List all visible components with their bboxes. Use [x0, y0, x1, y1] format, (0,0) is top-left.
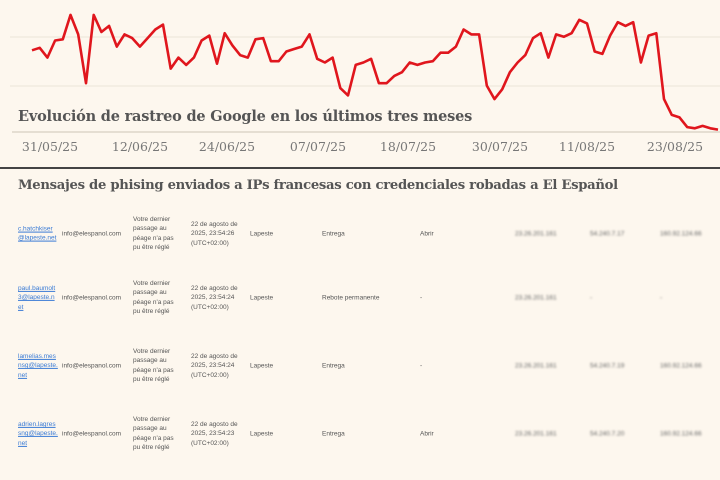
ip-2: 54.240.7.20: [590, 430, 625, 438]
sender-email: info@elespanol.com: [62, 230, 121, 238]
ip-3: 160.92.124.66: [660, 230, 702, 238]
subject: Votre dernier passage au péage n'a pas p…: [133, 216, 174, 252]
x-tick-label: 24/06/25: [198, 139, 256, 154]
x-tick-label: 11/08/25: [558, 139, 616, 154]
x-tick-label: 12/06/25: [111, 139, 169, 154]
x-tick-label: 18/07/25: [379, 139, 437, 154]
ip-2: 54.240.7.17: [590, 230, 625, 238]
sender-email: info@elespanol.com: [62, 294, 121, 302]
section-divider: [0, 167, 720, 169]
opened-status: -: [420, 362, 423, 370]
date: 22 de agosto de 2025, 23:54:26 (UTC+02:0…: [191, 220, 238, 247]
table-row: c.hatchkiser@lapeste.net info@elespanol.c…: [0, 202, 720, 266]
ip-1: 23.26.201.161: [515, 294, 557, 302]
x-tick-label: 07/07/25: [289, 139, 347, 154]
date: 22 de agosto de 2025, 23:54:24 (UTC+02:0…: [191, 284, 238, 311]
sender-email: info@elespanol.com: [62, 362, 121, 370]
subject: Votre dernier passage au péage n'a pas p…: [133, 416, 174, 452]
recipient-email-link[interactable]: paul.baumolt3@lapeste.net: [18, 284, 56, 311]
ip-3: 160.92.124.66: [660, 362, 702, 370]
ip-3: -: [660, 294, 663, 302]
ip-1: 23.26.201.161: [515, 362, 557, 370]
delivery-status: Rebote permanente: [322, 294, 380, 302]
table-row: adrien.lagressng@lapeste.net info@elespan…: [0, 402, 720, 466]
ip-1: 23.26.201.161: [515, 430, 557, 438]
recipient-email-link[interactable]: adrien.lagressng@lapeste.net: [18, 420, 58, 447]
x-tick-label: 23/08/25: [646, 139, 704, 154]
opened-status: Abrir: [420, 230, 434, 238]
crawl-line-chart: [10, 13, 720, 133]
x-tick-label: 31/05/25: [21, 139, 79, 154]
recipient-email-link[interactable]: c.hatchkiser@lapeste.net: [18, 225, 57, 242]
delivery-status: Entrega: [322, 430, 345, 438]
sender-name: Lapeste: [250, 362, 274, 370]
ip-3: 160.92.124.66: [660, 430, 702, 438]
chart-title: Evolución de rastreo de Google en los úl…: [18, 108, 473, 125]
opened-status: -: [420, 294, 423, 302]
ip-1: 23.26.201.161: [515, 230, 557, 238]
table-row: paul.baumolt3@lapeste.net info@elespanol.…: [0, 266, 720, 330]
sender-name: Lapeste: [250, 230, 274, 238]
subject: Votre dernier passage au péage n'a pas p…: [133, 280, 174, 316]
sender-email: info@elespanol.com: [62, 430, 121, 438]
sender-name: Lapeste: [250, 294, 274, 302]
recipient-email-link[interactable]: lamelias.mesnsg@lapeste.net: [18, 352, 58, 379]
table-row: lamelias.mesnsg@lapeste.net info@elespano…: [0, 334, 720, 398]
sender-name: Lapeste: [250, 430, 274, 438]
delivery-status: Entrega: [322, 362, 345, 370]
delivery-status: Entrega: [322, 230, 345, 238]
series-line-rastreo: [31, 13, 719, 131]
date: 22 de agosto de 2025, 23:54:23 (UTC+02:0…: [191, 420, 238, 447]
subject: Votre dernier passage au péage n'a pas p…: [133, 348, 174, 384]
x-tick-label: 30/07/25: [471, 139, 529, 154]
ip-2: 54.240.7.19: [590, 362, 625, 370]
table-heading: Mensajes de phising enviados a IPs franc…: [18, 178, 618, 193]
opened-status: Abrir: [420, 430, 434, 438]
ip-2: -: [590, 294, 593, 302]
date: 22 de agosto de 2025, 23:54:24 (UTC+02:0…: [191, 352, 238, 379]
